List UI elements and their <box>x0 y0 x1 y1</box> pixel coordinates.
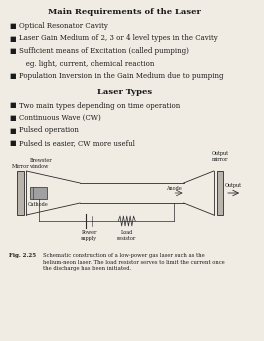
Text: ■: ■ <box>10 114 16 122</box>
Text: Cathode: Cathode <box>28 202 49 207</box>
Text: ■: ■ <box>10 139 16 147</box>
Text: Load
resistor: Load resistor <box>117 230 136 241</box>
Text: ■: ■ <box>10 72 16 80</box>
Text: Laser Gain Medium of 2, 3 or 4 level types in the Cavity: Laser Gain Medium of 2, 3 or 4 level typ… <box>19 34 218 43</box>
Text: Output: Output <box>225 183 242 188</box>
Text: ■: ■ <box>10 34 16 43</box>
Text: Brewster
window: Brewster window <box>30 158 53 169</box>
Text: ■: ■ <box>10 102 16 109</box>
Text: ■: ■ <box>10 127 16 134</box>
Text: Laser Types: Laser Types <box>97 89 152 97</box>
Text: Power
supply: Power supply <box>81 230 97 241</box>
Text: Optical Resonator Cavity: Optical Resonator Cavity <box>19 22 108 30</box>
Bar <box>17 171 23 215</box>
Text: Population Inversion in the Gain Medium due to pumping: Population Inversion in the Gain Medium … <box>19 72 223 80</box>
Text: Fig. 2.25: Fig. 2.25 <box>10 253 36 258</box>
Text: Pulsed operation: Pulsed operation <box>19 127 79 134</box>
Bar <box>216 171 223 215</box>
Text: Mirror: Mirror <box>11 164 29 169</box>
Text: Schematic construction of a low-power gas laser such as the
helium-neon laser. T: Schematic construction of a low-power ga… <box>43 253 225 271</box>
Text: Sufficient means of Excitation (called pumping): Sufficient means of Excitation (called p… <box>19 47 189 55</box>
Text: eg. light, current, chemical reaction: eg. light, current, chemical reaction <box>19 59 154 68</box>
Text: Output
mirror: Output mirror <box>211 151 228 162</box>
Text: ■: ■ <box>10 22 16 30</box>
Text: Main Requirements of the Laser: Main Requirements of the Laser <box>48 8 201 16</box>
Text: Pulsed is easier, CW more useful: Pulsed is easier, CW more useful <box>19 139 135 147</box>
Text: Continuous Wave (CW): Continuous Wave (CW) <box>19 114 101 122</box>
Text: Anode: Anode <box>166 186 182 191</box>
Text: ■: ■ <box>10 47 16 55</box>
Text: Two main types depending on time operation: Two main types depending on time operati… <box>19 102 180 109</box>
Bar <box>30 187 47 199</box>
